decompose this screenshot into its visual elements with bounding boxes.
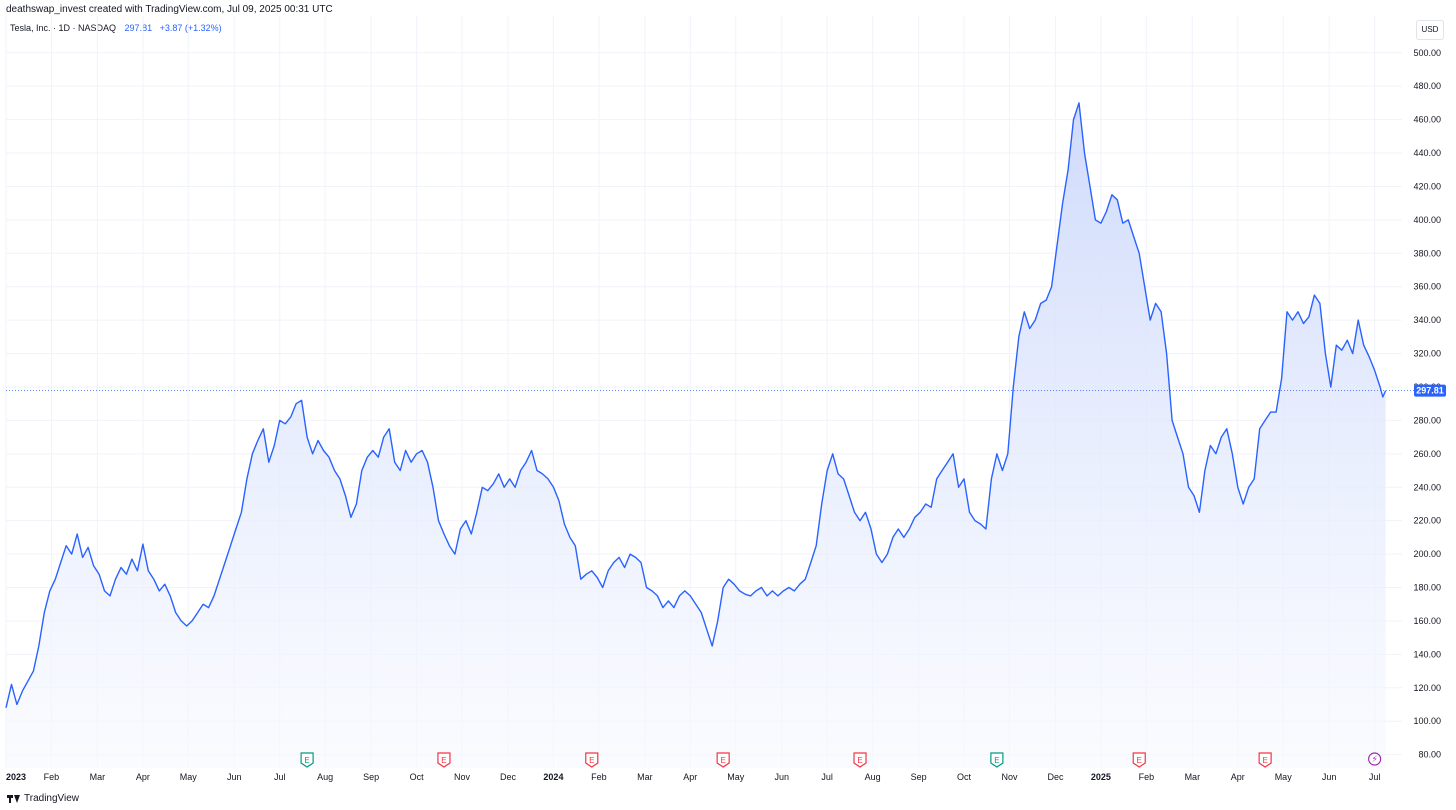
x-tick-label: May [1275, 772, 1293, 782]
x-tick-label: Jul [821, 772, 833, 782]
earnings-letter: E [1262, 756, 1267, 765]
y-tick-label: 260.00 [1413, 449, 1441, 459]
x-tick-label: Mar [637, 772, 653, 782]
earnings-badge [437, 752, 451, 768]
x-tick-label: 2023 [6, 772, 26, 782]
earnings-badge [716, 752, 730, 768]
y-tick-label: 440.00 [1413, 148, 1441, 158]
events-layer: E E E E E E E E ⚡ [300, 752, 1382, 768]
x-tick-label: Jun [227, 772, 242, 782]
x-tick-label: Aug [317, 772, 333, 782]
split-event-circle [1368, 752, 1382, 766]
tradingview-brand[interactable]: TradingView [7, 793, 79, 804]
y-tick-label: 100.00 [1413, 716, 1441, 726]
y-tick-label: 420.00 [1413, 181, 1441, 191]
earnings-icon[interactable]: E [716, 752, 730, 768]
y-tick-label: 160.00 [1413, 616, 1441, 626]
y-tick-label: 280.00 [1413, 415, 1441, 425]
y-tick-label: 340.00 [1413, 315, 1441, 325]
price-axis: 80.00 100.00 120.00 140.00 160.00 180.00 200.0… [1413, 48, 1441, 760]
y-tick-label: 120.00 [1413, 683, 1441, 693]
earnings-letter: E [304, 756, 309, 765]
y-tick-label: 400.00 [1413, 215, 1441, 225]
earnings-letter: E [589, 756, 594, 765]
x-tick-label: Dec [500, 772, 517, 782]
x-tick-label: Oct [410, 772, 425, 782]
last-price-badge [1414, 384, 1446, 397]
price-line [5, 102, 1387, 708]
earnings-letter: E [857, 756, 862, 765]
x-tick-label: Jul [274, 772, 286, 782]
split-event-icon[interactable]: ⚡ [1368, 752, 1382, 766]
x-tick-label: Apr [683, 772, 697, 782]
x-tick-label: Sep [911, 772, 927, 782]
last-price-layer: 297.81 [6, 384, 1446, 397]
earnings-letter: E [720, 756, 725, 765]
currency-button[interactable]: USD [1416, 20, 1444, 40]
x-tick-label: May [180, 772, 198, 782]
chart-credit: deathswap_invest created with TradingVie… [6, 4, 333, 15]
x-tick-label: Sep [363, 772, 379, 782]
earnings-icon[interactable]: E [300, 752, 314, 768]
legend-change: +3.87 (+1.32%) [159, 23, 222, 33]
x-tick-label: Apr [136, 772, 150, 782]
y-tick-label: 240.00 [1413, 482, 1441, 492]
earnings-badge [1132, 752, 1146, 768]
x-tick-label: Mar [90, 772, 106, 782]
earnings-badge [1258, 752, 1272, 768]
y-tick-label: 460.00 [1413, 115, 1441, 125]
y-tick-label: 180.00 [1413, 583, 1441, 593]
y-tick-label: 80.00 [1418, 750, 1441, 760]
earnings-icon[interactable]: E [853, 752, 867, 768]
x-tick-label: Nov [1001, 772, 1018, 782]
last-price-label: 297.81 [1416, 386, 1444, 396]
price-line-layer [5, 102, 1387, 708]
x-tick-label: Jul [1369, 772, 1381, 782]
x-tick-label: Apr [1231, 772, 1245, 782]
y-tick-label: 220.00 [1413, 516, 1441, 526]
symbol-title: Tesla, Inc. · 1D · NASDAQ [10, 23, 117, 33]
tradingview-logo-icon [7, 794, 21, 803]
x-tick-label: May [727, 772, 745, 782]
time-axis: 2023 Feb Mar Apr May Jun Jul Aug Sep Oct Nov Dec 202… [6, 772, 1380, 782]
y-tick-label: 320.00 [1413, 349, 1441, 359]
earnings-badge [853, 752, 867, 768]
y-tick-label: 200.00 [1413, 549, 1441, 559]
earnings-badge [300, 752, 314, 768]
y-tick-label: 140.00 [1413, 649, 1441, 659]
legend-price: 297.81 [124, 23, 153, 33]
x-tick-label: Aug [865, 772, 881, 782]
symbol-legend: Tesla, Inc. · 1D · NASDAQ 297.81 +3.87 (… [10, 23, 222, 33]
earnings-letter: E [994, 756, 999, 765]
split-event-glyph: ⚡ [1371, 755, 1377, 765]
earnings-icon[interactable]: E [990, 752, 1004, 768]
brand-name: TradingView [24, 793, 80, 804]
y-tick-label: 380.00 [1413, 248, 1441, 258]
x-tick-label: Feb [1139, 772, 1155, 782]
price-area-layer [6, 102, 1386, 768]
x-tick-label: Dec [1047, 772, 1064, 782]
x-tick-label: 2025 [1091, 772, 1111, 782]
earnings-badge [585, 752, 599, 768]
price-area [6, 102, 1386, 768]
x-tick-label: Jun [774, 772, 789, 782]
earnings-badge [990, 752, 1004, 768]
earnings-letter: E [1137, 756, 1142, 765]
y-tick-label: 360.00 [1413, 282, 1441, 292]
earnings-letter: E [441, 756, 446, 765]
earnings-icon[interactable]: E [1258, 752, 1272, 768]
x-tick-label: Mar [1185, 772, 1201, 782]
earnings-icon[interactable]: E [437, 752, 451, 768]
earnings-icon[interactable]: E [585, 752, 599, 768]
x-tick-label: Nov [454, 772, 471, 782]
x-tick-label: Jun [1322, 772, 1337, 782]
y-tick-label: 500.00 [1413, 48, 1441, 58]
x-tick-label: Oct [957, 772, 972, 782]
x-tick-label: Feb [44, 772, 60, 782]
x-tick-label: Feb [591, 772, 607, 782]
earnings-icon[interactable]: E [1132, 752, 1146, 768]
x-tick-label: 2024 [543, 772, 563, 782]
y-tick-label: 480.00 [1413, 81, 1441, 91]
